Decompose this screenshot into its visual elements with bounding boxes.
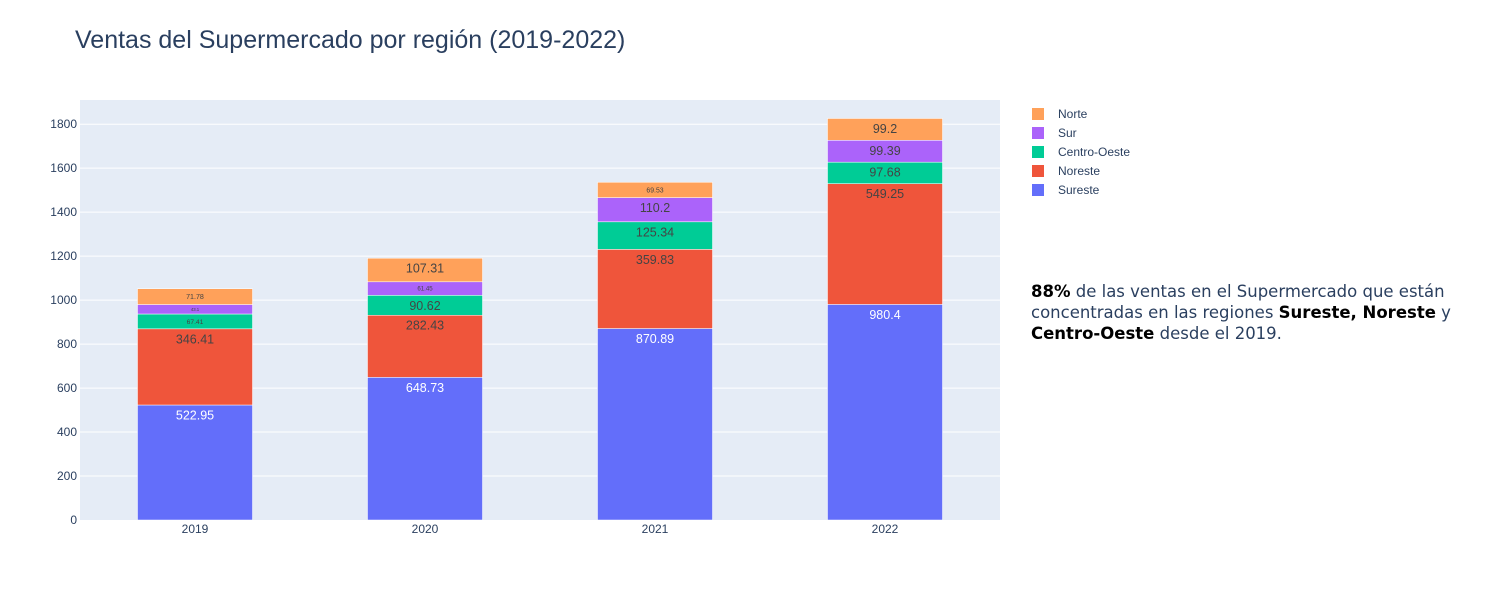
data-label: 99.2	[873, 122, 897, 136]
x-tick-label: 2019	[182, 522, 209, 536]
data-label: 282.43	[406, 319, 444, 333]
annotation-pct: 88%	[1031, 282, 1071, 301]
data-label: 107.31	[406, 262, 444, 276]
y-tick-label: 200	[57, 469, 77, 483]
bars-group: 522.95 648.73 870.89 980.4 346.41 282.43 359.8…	[137, 118, 943, 521]
bar-noreste-2019[interactable]	[137, 328, 253, 406]
bar-sureste-2022[interactable]	[827, 304, 943, 521]
data-label: 97.68	[869, 166, 900, 180]
legend-label: Centro-Oeste	[1058, 145, 1130, 159]
y-tick-label: 1000	[50, 293, 77, 307]
legend-swatch	[1032, 127, 1044, 139]
bar-noreste-2022[interactable]	[827, 183, 943, 305]
annotation-text: 88% de las ventas en el Supermercado que…	[1031, 281, 1471, 344]
legend-swatch	[1032, 165, 1044, 177]
legend-label: Sur	[1058, 126, 1077, 140]
data-label: 125.34	[636, 225, 674, 239]
legend-swatch	[1032, 146, 1044, 158]
y-tick-label: 1400	[50, 205, 77, 219]
bar-norte-2022[interactable]	[827, 118, 943, 141]
data-label: 43.1	[191, 307, 200, 312]
bar-sureste-2019[interactable]	[137, 404, 253, 521]
data-label: 67.41	[187, 319, 204, 326]
data-label: 90.62	[409, 299, 440, 313]
data-label: 648.73	[406, 381, 444, 395]
annotation-regions: Sureste, Noreste	[1278, 303, 1436, 322]
data-label: 522.95	[176, 409, 214, 423]
chart-title: Ventas del Supermercado por región (2019…	[75, 26, 626, 54]
bar-sureste-2021[interactable]	[597, 328, 713, 521]
bar-sur-2021[interactable]	[597, 197, 713, 223]
y-tick-label: 800	[57, 337, 77, 351]
bar-noreste-2020[interactable]	[367, 314, 483, 378]
x-axis: 2019 2020 2021 2022	[182, 522, 899, 536]
y-tick-label: 1200	[50, 249, 77, 263]
legend[interactable]: Norte Sur Centro-Oeste Noreste Sureste	[1032, 107, 1130, 197]
annotation-text2: y	[1435, 303, 1451, 322]
data-label: 870.89	[636, 332, 674, 346]
y-tick-label: 600	[57, 381, 77, 395]
x-tick-label: 2022	[872, 522, 899, 536]
legend-label: Noreste	[1058, 164, 1100, 178]
legend-item-noreste[interactable]: Noreste	[1032, 164, 1100, 178]
bar-norte-2019[interactable]	[137, 288, 253, 305]
y-tick-label: 0	[70, 513, 77, 527]
data-label: 99.39	[869, 144, 900, 158]
x-tick-label: 2020	[412, 522, 439, 536]
annotation-text3: desde el 2019.	[1154, 324, 1282, 343]
data-label: 71.78	[186, 293, 204, 301]
y-tick-label: 1600	[50, 161, 77, 175]
y-tick-label: 1800	[50, 117, 77, 131]
bar-sureste-2020[interactable]	[367, 377, 483, 521]
annotation-region3: Centro-Oeste	[1031, 324, 1155, 343]
y-tick-label: 400	[57, 425, 77, 439]
legend-item-norte[interactable]: Norte	[1032, 107, 1088, 121]
data-label: 359.83	[636, 253, 674, 267]
x-tick-label: 2021	[642, 522, 669, 536]
data-label: 69.53	[646, 187, 663, 194]
data-label: 110.2	[640, 201, 670, 215]
legend-swatch	[1032, 108, 1044, 120]
legend-swatch	[1032, 184, 1044, 196]
legend-item-sur[interactable]: Sur	[1032, 126, 1077, 140]
data-label: 61.45	[417, 286, 433, 293]
data-label: 346.41	[176, 332, 214, 346]
legend-label: Sureste	[1058, 183, 1100, 197]
legend-item-centro-oeste[interactable]: Centro-Oeste	[1032, 145, 1130, 159]
bar-norte-2021[interactable]	[597, 182, 713, 198]
annotation-text1: de las ventas en el Supermercado que est…	[1031, 282, 1445, 322]
bar-centro-oeste-2021[interactable]	[597, 221, 713, 250]
data-label: 549.25	[866, 187, 904, 201]
y-axis: 0 200 400 600 800 1000 1200 1400 1600 1800	[50, 117, 77, 527]
legend-item-sureste[interactable]: Sureste	[1032, 183, 1100, 197]
bar-norte-2020[interactable]	[367, 257, 483, 283]
bar-noreste-2021[interactable]	[597, 249, 713, 329]
legend-label: Norte	[1058, 107, 1088, 121]
data-label: 980.4	[869, 308, 900, 322]
